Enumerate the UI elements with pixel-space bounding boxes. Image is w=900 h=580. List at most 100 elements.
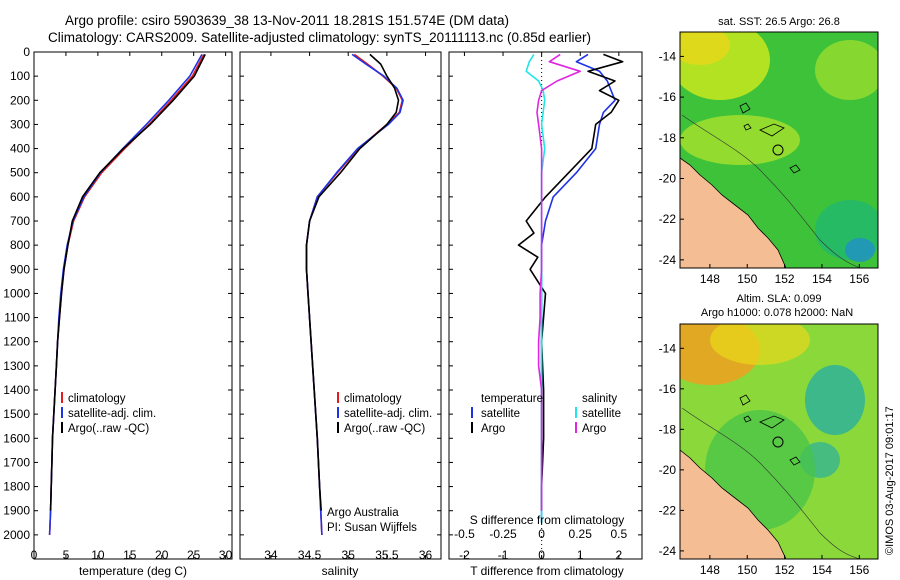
x-tick-label: 35.5 (375, 548, 399, 562)
salinity-series (305, 53, 404, 535)
map-y-tick-label: -18 (659, 422, 677, 436)
legend-label-t-satellite: satellite (481, 408, 520, 420)
s-tick-label: -0.5 (454, 527, 475, 541)
legend-label-climatology: climatology (344, 393, 402, 405)
series-line-argo-raw-qc- (305, 53, 400, 511)
sst-map-frame (679, 31, 879, 269)
y-tick-label: 2000 (3, 528, 30, 542)
temperature-xlabel: temperature (deg C) (79, 564, 187, 578)
sst-cool-patch (845, 238, 875, 262)
temperature-axes (33, 51, 233, 560)
map-x-tick-label: 156 (849, 563, 869, 577)
y-tick-label: 1000 (3, 286, 30, 300)
s-tick-label: 0 (538, 527, 545, 541)
x-tick-label: 25 (187, 548, 201, 562)
map-y-tick-label: -14 (659, 341, 677, 355)
legend-title-salinity: salinity (582, 393, 617, 405)
credit-pi: PI: Susan Wijffels (327, 522, 417, 534)
map-y-tick-label: -22 (659, 212, 677, 226)
x-tick-label: 0 (31, 548, 38, 562)
map-y-tick-label: -16 (659, 90, 677, 104)
y-tick-label: 1800 (3, 480, 30, 494)
temperature-series (48, 54, 206, 535)
y-tick-label: 700 (10, 214, 30, 228)
y-tick-label: 600 (10, 190, 30, 204)
x-tick-label: -1 (498, 548, 509, 562)
sst-profile-location-marker (772, 144, 784, 156)
y-tick-label: 1700 (3, 455, 30, 469)
salinity-ticks: 34 34.5 35 35.5 36 (240, 51, 441, 562)
temperature-ticks: 0 5 10 15 20 25 300100200300400500600700800900… (3, 45, 232, 562)
sla-profile-location-marker (772, 436, 784, 448)
series-line-t-satellite (540, 53, 616, 523)
sla-map-subtitle: Argo h1000: 0.078 h2000: NaN (701, 307, 853, 319)
map-y-tick-label: -20 (659, 171, 677, 185)
series-line-t-argo (517, 53, 624, 511)
map-y-tick-label: -16 (659, 382, 677, 396)
map-x-tick-label: 156 (849, 272, 869, 286)
series-line-climatology (305, 53, 404, 535)
sla-map-shelf-contour (681, 407, 861, 559)
sla-low-patch (805, 365, 865, 435)
x-tick-label: 15 (123, 548, 137, 562)
y-tick-label: 900 (10, 262, 30, 276)
x-tick-label: 1 (577, 548, 584, 562)
x-tick-label: 34 (264, 548, 278, 562)
series-line-satellite-adj-clim- (48, 54, 203, 535)
y-tick-label: 300 (10, 117, 30, 131)
sst-map (680, 32, 878, 268)
legend-label-climatology: climatology (68, 393, 126, 405)
salinity-axes (239, 51, 442, 560)
map-x-tick-label: 152 (775, 272, 795, 286)
y-tick-label: 800 (10, 238, 30, 252)
series-line-s-argo (536, 53, 582, 511)
sst-map-reef (739, 102, 801, 174)
map-x-tick-label: 148 (700, 272, 720, 286)
legend-label-s-argo: Argo (582, 423, 606, 435)
x-tick-label: 10 (91, 548, 105, 562)
x-tick-label: 20 (155, 548, 169, 562)
sla-map-title: Altim. SLA: 0.099 (737, 293, 822, 305)
sla-map-ticks: 148 150 152 154 156 -14 -16 -18 -20 -22 -24 (659, 341, 870, 577)
legend-label-t-argo: Argo (481, 423, 505, 435)
figure-title-line1: Argo profile: csiro 5903639_38 13-Nov-20… (65, 13, 509, 28)
legend-label-satellite: satellite-adj. clim. (68, 408, 156, 420)
credit-org: Argo Australia (327, 507, 399, 519)
sst-map-ticks: 148 150 152 154 156 -14 -16 -18 -20 -22 -24 (659, 49, 870, 286)
map-x-tick-label: 150 (737, 563, 757, 577)
y-tick-label: 400 (10, 142, 30, 156)
map-y-tick-label: -24 (659, 253, 677, 267)
difference-series (517, 53, 624, 523)
x-tick-label: 30 (219, 548, 233, 562)
y-tick-label: 100 (10, 69, 30, 83)
y-tick-label: 0 (23, 45, 30, 59)
map-y-tick-label: -18 (659, 131, 677, 145)
difference-xlabel-top: S difference from climatology (470, 513, 625, 527)
legend-label-argo: Argo(..raw -QC) (344, 423, 425, 435)
y-tick-label: 200 (10, 93, 30, 107)
sst-map-land (680, 158, 786, 268)
x-tick-label: 36 (419, 548, 433, 562)
map-y-tick-label: -14 (659, 49, 677, 63)
x-tick-label: 34.5 (298, 548, 322, 562)
salinity-legend: climatology satellite-adj. clim. Argo(..… (337, 392, 432, 435)
map-x-tick-label: 150 (737, 272, 757, 286)
sla-map-coastline (680, 449, 787, 559)
difference-axes (448, 51, 643, 560)
map-y-tick-label: -20 (659, 463, 677, 477)
x-tick-label: 35 (342, 548, 356, 562)
temperature-legend: climatology satellite-adj. clim. Argo(..… (61, 392, 156, 435)
y-tick-label: 1600 (3, 431, 30, 445)
legend-title-temperature: temperature (481, 393, 543, 405)
s-tick-label: -0.25 (489, 527, 517, 541)
s-tick-label: 0.5 (610, 527, 627, 541)
difference-ticks: -2 -1 0 1 2 -0.5 -0.25 0 0.25 0.5 (449, 51, 642, 562)
legend-label-satellite: satellite-adj. clim. (344, 408, 432, 420)
y-tick-label: 500 (10, 166, 30, 180)
map-x-tick-label: 154 (812, 272, 832, 286)
series-line-argo-raw-qc- (49, 54, 206, 511)
sst-map-title: sat. SST: 26.5 Argo: 26.8 (718, 16, 840, 28)
y-tick-label: 1300 (3, 359, 30, 373)
sla-map-frame (679, 323, 879, 560)
